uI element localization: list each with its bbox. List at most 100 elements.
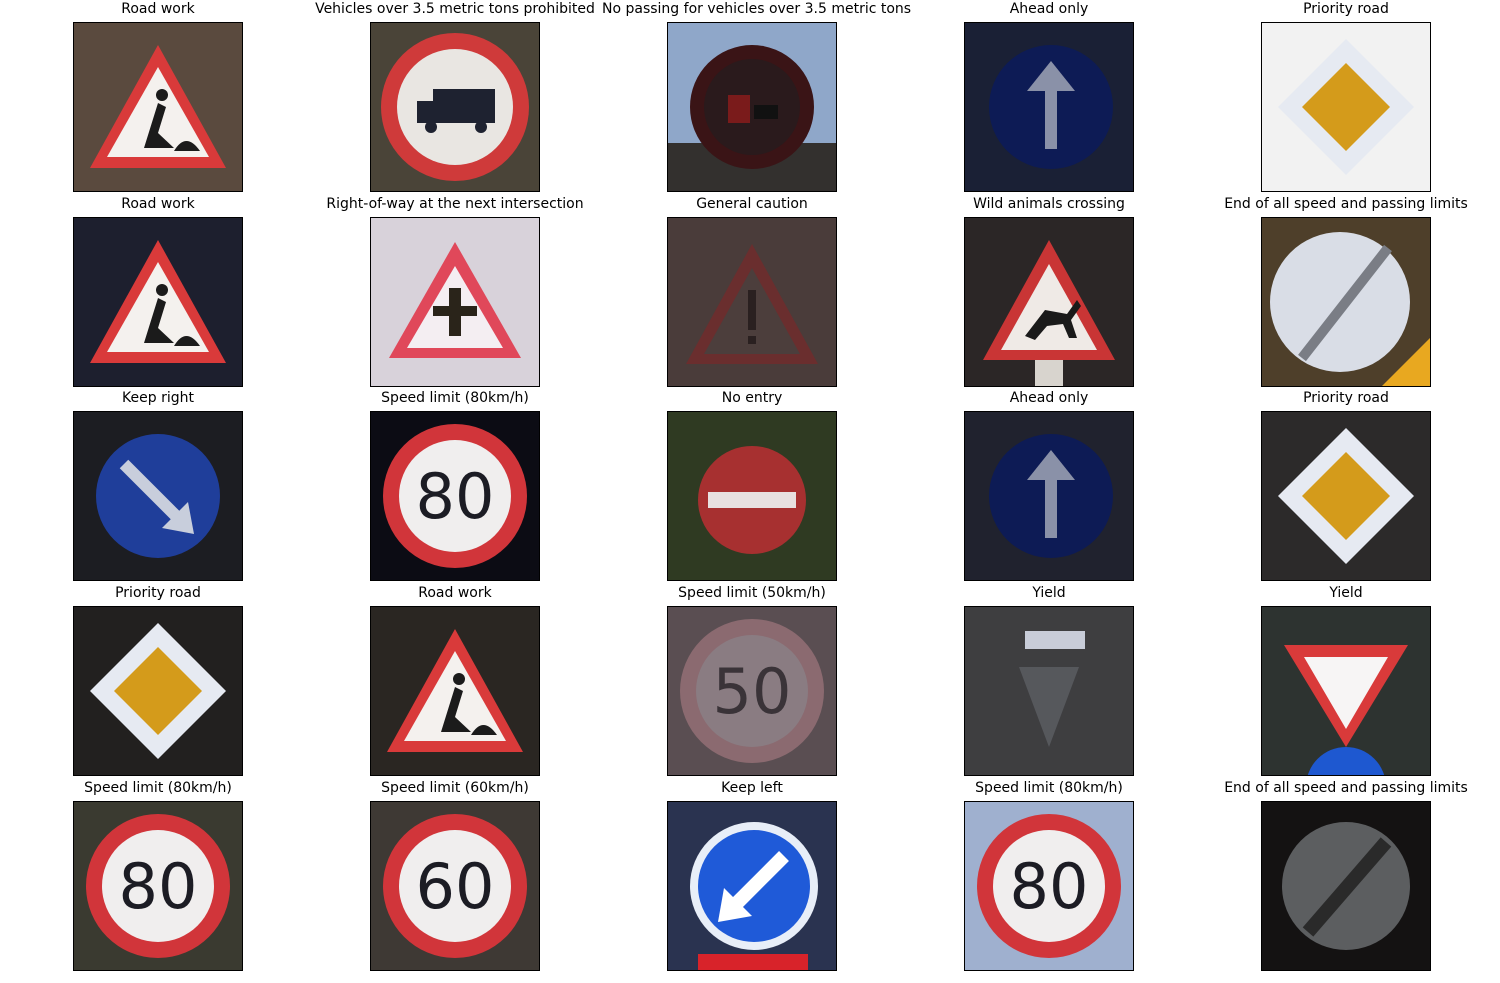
sign-title: Priority road bbox=[115, 585, 201, 601]
sign-title: Yield bbox=[1329, 585, 1363, 601]
sign-image bbox=[667, 217, 837, 387]
sign-thumbnail: 50 bbox=[668, 607, 836, 775]
sign-image: 80 bbox=[370, 411, 540, 581]
sign-image bbox=[667, 801, 837, 971]
svg-text:80: 80 bbox=[416, 460, 495, 533]
sign-title: Road work bbox=[121, 1, 195, 17]
sign-cell: Yield bbox=[899, 584, 1199, 779]
sign-cell: Speed limit (80km/h) 80 bbox=[8, 779, 308, 974]
sign-cell: Wild animals crossing bbox=[899, 195, 1199, 390]
sign-thumbnail bbox=[668, 218, 836, 386]
sign-title: General caution bbox=[696, 196, 808, 212]
sign-thumbnail bbox=[74, 23, 242, 191]
sign-thumbnail bbox=[965, 607, 1133, 775]
sign-title: Speed limit (60km/h) bbox=[381, 780, 529, 796]
sign-thumbnail bbox=[74, 218, 242, 386]
sign-cell: End of all speed and passing limits bbox=[1196, 779, 1496, 974]
sign-title: Road work bbox=[121, 196, 195, 212]
sign-thumbnail bbox=[74, 412, 242, 580]
sign-image bbox=[73, 217, 243, 387]
sign-image bbox=[1261, 22, 1431, 192]
sign-image bbox=[73, 411, 243, 581]
sign-image bbox=[370, 217, 540, 387]
svg-text:50: 50 bbox=[713, 655, 792, 728]
sign-image bbox=[1261, 217, 1431, 387]
sign-cell: Ahead only bbox=[899, 389, 1199, 584]
sign-cell: Speed limit (50km/h) 50 bbox=[602, 584, 902, 779]
sign-thumbnail: 80 bbox=[74, 802, 242, 970]
sign-title: Wild animals crossing bbox=[973, 196, 1125, 212]
sign-cell: No entry bbox=[602, 389, 902, 584]
sign-title: Vehicles over 3.5 metric tons prohibited bbox=[315, 1, 595, 17]
sign-cell: Speed limit (80km/h) 80 bbox=[305, 389, 605, 584]
sign-title: Keep left bbox=[721, 780, 783, 796]
sign-image bbox=[964, 411, 1134, 581]
sign-image bbox=[964, 606, 1134, 776]
sign-cell: Speed limit (60km/h) 60 bbox=[305, 779, 605, 974]
sign-title: Ahead only bbox=[1009, 1, 1089, 17]
sign-image bbox=[1261, 606, 1431, 776]
sign-thumbnail bbox=[965, 412, 1133, 580]
sign-cell: Speed limit (80km/h) 80 bbox=[899, 779, 1199, 974]
sign-thumbnail bbox=[668, 802, 836, 970]
sign-thumbnail bbox=[668, 23, 836, 191]
sign-thumbnail bbox=[1262, 218, 1430, 386]
sign-thumbnail bbox=[1262, 412, 1430, 580]
sign-title: Yield bbox=[1032, 585, 1066, 601]
sign-thumbnail bbox=[965, 23, 1133, 191]
sign-thumbnail bbox=[371, 218, 539, 386]
sign-cell: Vehicles over 3.5 metric tons prohibited bbox=[305, 0, 605, 195]
sign-thumbnail bbox=[1262, 802, 1430, 970]
sign-thumbnail: 80 bbox=[965, 802, 1133, 970]
sign-cell: General caution bbox=[602, 195, 902, 390]
sign-cell: Priority road bbox=[8, 584, 308, 779]
sign-thumbnail bbox=[1262, 607, 1430, 775]
sign-title: Ahead only bbox=[1009, 390, 1089, 406]
sign-cell: Priority road bbox=[1196, 389, 1496, 584]
sign-cell: End of all speed and passing limits bbox=[1196, 195, 1496, 390]
sign-image bbox=[667, 22, 837, 192]
sign-title: Priority road bbox=[1303, 1, 1389, 17]
sign-image: 60 bbox=[370, 801, 540, 971]
sign-title: Speed limit (80km/h) bbox=[381, 390, 529, 406]
sign-thumbnail bbox=[371, 23, 539, 191]
sign-cell: Keep left bbox=[602, 779, 902, 974]
sign-image bbox=[667, 411, 837, 581]
sign-title: End of all speed and passing limits bbox=[1224, 196, 1468, 212]
sign-thumbnail bbox=[74, 607, 242, 775]
svg-text:60: 60 bbox=[416, 850, 495, 923]
sign-image bbox=[964, 217, 1134, 387]
sign-thumbnail: 60 bbox=[371, 802, 539, 970]
sign-image bbox=[370, 606, 540, 776]
sign-title: Road work bbox=[418, 585, 492, 601]
sign-cell: Right-of-way at the next intersection bbox=[305, 195, 605, 390]
sign-cell: Road work bbox=[8, 0, 308, 195]
sign-cell: Road work bbox=[305, 584, 605, 779]
sign-cell: Yield bbox=[1196, 584, 1496, 779]
sign-title: Speed limit (50km/h) bbox=[678, 585, 826, 601]
sign-cell: Road work bbox=[8, 195, 308, 390]
sign-image: 80 bbox=[964, 801, 1134, 971]
sign-title: Speed limit (80km/h) bbox=[84, 780, 232, 796]
svg-text:80: 80 bbox=[1010, 850, 1089, 923]
sign-thumbnail bbox=[371, 607, 539, 775]
sign-title: Right-of-way at the next intersection bbox=[326, 196, 584, 212]
sign-image bbox=[73, 22, 243, 192]
sign-title: No passing for vehicles over 3.5 metric … bbox=[602, 1, 912, 17]
sign-title: No entry bbox=[721, 390, 783, 406]
sign-image bbox=[1261, 801, 1431, 971]
svg-text:80: 80 bbox=[119, 850, 198, 923]
sign-image bbox=[964, 22, 1134, 192]
sign-thumbnail: 80 bbox=[371, 412, 539, 580]
sign-cell: Keep right bbox=[8, 389, 308, 584]
sign-thumbnail bbox=[965, 218, 1133, 386]
sign-image bbox=[73, 606, 243, 776]
sign-image bbox=[1261, 411, 1431, 581]
sign-title: Keep right bbox=[122, 390, 194, 406]
sign-thumbnail bbox=[668, 412, 836, 580]
sign-cell: No passing for vehicles over 3.5 metric … bbox=[602, 0, 912, 195]
sign-title: Priority road bbox=[1303, 390, 1389, 406]
sign-image bbox=[370, 22, 540, 192]
sign-title: End of all speed and passing limits bbox=[1224, 780, 1468, 796]
sign-image: 50 bbox=[667, 606, 837, 776]
